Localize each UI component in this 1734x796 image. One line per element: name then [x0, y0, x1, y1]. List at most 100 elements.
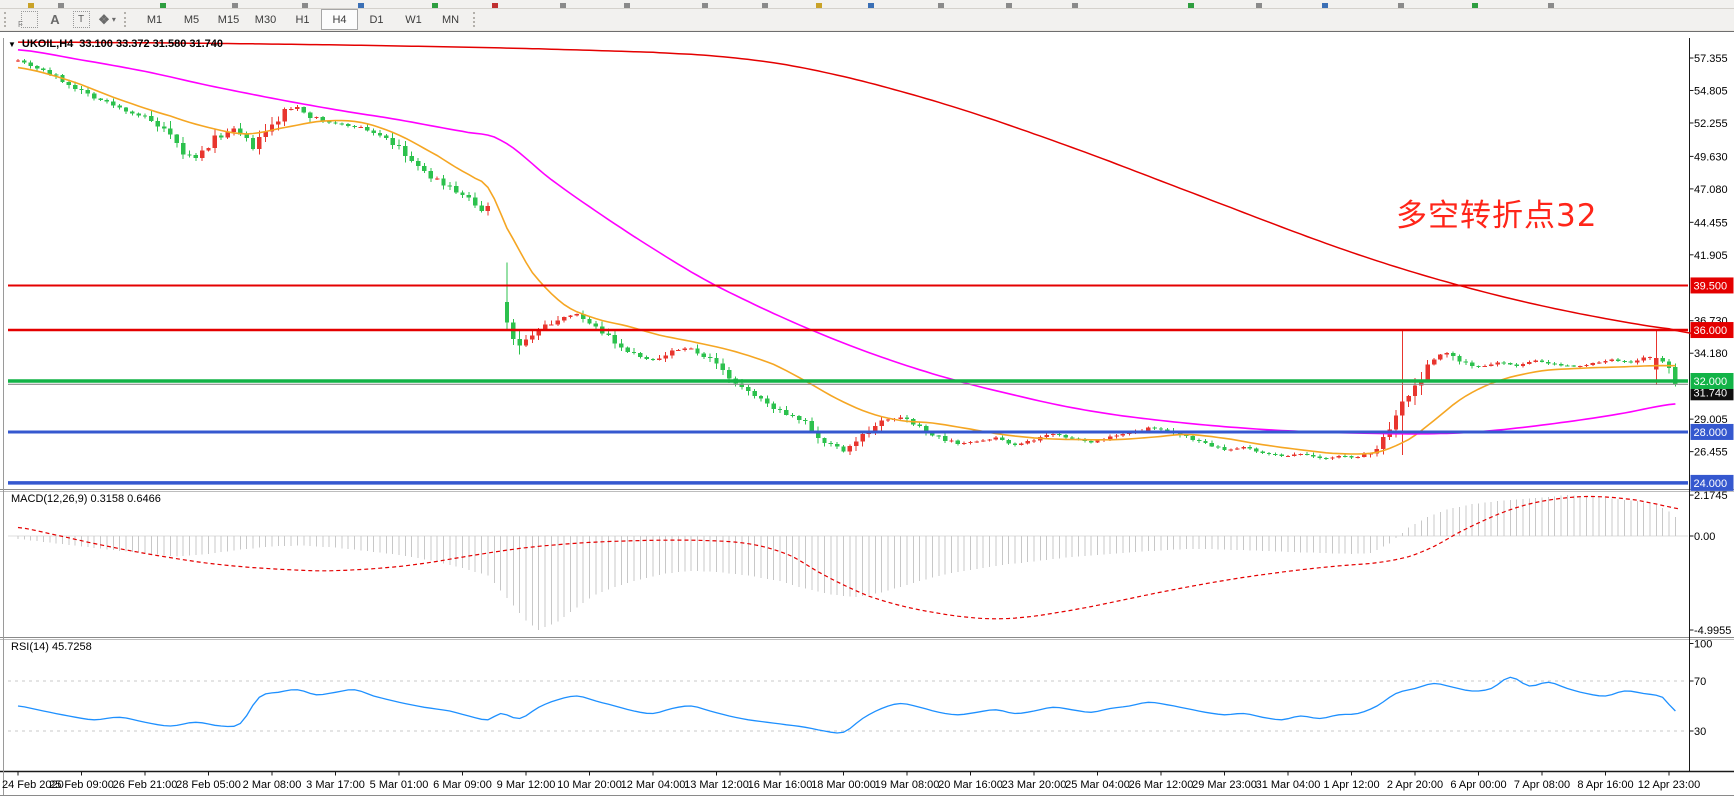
clipped-icon [58, 3, 64, 8]
svg-text:-4.9955: -4.9955 [1694, 625, 1731, 637]
price-badge-32.000: 32.000 [1690, 372, 1734, 389]
svg-text:12 Mar 04:00: 12 Mar 04:00 [621, 779, 686, 791]
macd-signal-line [17, 495, 1679, 620]
clipped-icon [492, 3, 498, 8]
toolbar: F A T ❖ ▾ M1 M5 M15 M30 H1 H4 D1 W1 MN [0, 9, 1734, 30]
annotation-text[interactable]: 多空转折点32 [1396, 198, 1598, 234]
svg-text:18 Mar 00:00: 18 Mar 00:00 [811, 779, 876, 791]
clipped-icon [358, 3, 364, 8]
svg-text:2 Mar 08:00: 2 Mar 08:00 [243, 779, 302, 791]
macd-histogram [17, 495, 1676, 630]
clipped-icon [1188, 3, 1194, 8]
svg-text:54.805: 54.805 [1694, 85, 1728, 97]
svg-text:23 Mar 20:00: 23 Mar 20:00 [1002, 779, 1067, 791]
medium-ma-line [17, 49, 1676, 435]
svg-text:2 Apr 20:00: 2 Apr 20:00 [1387, 779, 1443, 791]
crosshair-diamond-icon[interactable]: ❖ ▾ [98, 11, 116, 27]
slow-ma-line [17, 41, 1698, 335]
svg-text:47.080: 47.080 [1694, 184, 1728, 196]
svg-text:52.255: 52.255 [1694, 118, 1728, 130]
clipped-icon [302, 3, 308, 8]
price-badge-39.500: 39.500 [1690, 277, 1734, 294]
clipped-icon [816, 3, 822, 8]
clipped-icon [1006, 3, 1012, 8]
clipped-icon [1072, 3, 1078, 8]
timeframe-button-M1[interactable]: M1 [146, 13, 163, 26]
toolbar-grip-icon[interactable] [4, 12, 10, 27]
svg-text:6 Apr 00:00: 6 Apr 00:00 [1450, 779, 1506, 791]
svg-text:24.000: 24.000 [1694, 478, 1728, 490]
svg-text:39.500: 39.500 [1694, 280, 1728, 292]
timeframe-button-M30[interactable]: M30 [254, 13, 277, 26]
drawing-tools-group: F A T ❖ ▾ [16, 9, 120, 30]
clipped-icon [1322, 3, 1328, 8]
svg-text:7 Apr 08:00: 7 Apr 08:00 [1514, 779, 1570, 791]
macd-indicator-label: MACD(12,26,9) 0.3158 0.6466 [11, 493, 161, 505]
clipped-icon [868, 3, 874, 8]
timeframe-button-W1[interactable]: W1 [405, 13, 422, 26]
svg-text:3 Mar 17:00: 3 Mar 17:00 [306, 779, 365, 791]
toolbar-grip-icon[interactable] [124, 12, 130, 27]
svg-text:13 Mar 12:00: 13 Mar 12:00 [684, 779, 749, 791]
svg-text:32.000: 32.000 [1694, 376, 1728, 388]
svg-text:6 Mar 09:00: 6 Mar 09:00 [433, 779, 492, 791]
svg-text:31 Mar 04:00: 31 Mar 04:00 [1256, 779, 1321, 791]
letter-a-icon[interactable]: A [50, 12, 60, 27]
svg-text:12 Apr 23:00: 12 Apr 23:00 [1638, 779, 1700, 791]
clipped-icon [938, 3, 944, 8]
timeframe-button-M5[interactable]: M5 [183, 13, 200, 26]
clipped-icon [702, 3, 708, 8]
clipped-icon [560, 3, 566, 8]
timeframe-button-D1[interactable]: D1 [369, 13, 384, 26]
svg-text:19 Mar 08:00: 19 Mar 08:00 [875, 779, 940, 791]
svg-text:28.000: 28.000 [1694, 427, 1728, 439]
svg-text:26 Mar 12:00: 26 Mar 12:00 [1129, 779, 1194, 791]
timeframes-group: M1 M5 M15 M30 H1 H4 D1 W1 MN [136, 9, 469, 30]
svg-text:26 Feb 21:00: 26 Feb 21:00 [113, 779, 178, 791]
clipped-icon [232, 3, 238, 8]
chart-canvas[interactable]: 57.355 54.805 52.255 49.630 47.080 44.455 41.9… [0, 32, 1734, 796]
svg-text:49.630: 49.630 [1694, 151, 1728, 163]
svg-text:5 Mar 01:00: 5 Mar 01:00 [370, 779, 429, 791]
clipped-upper-toolbar [0, 0, 1734, 9]
svg-text:25 Mar 04:00: 25 Mar 04:00 [1065, 779, 1130, 791]
timeframe-button-MN[interactable]: MN [441, 13, 460, 26]
candlesticks [15, 58, 1678, 461]
timeframe-button-H4[interactable]: H4 [321, 9, 358, 30]
svg-text:0.00: 0.00 [1694, 531, 1715, 543]
clipped-icon [624, 3, 630, 8]
timeframe-button-M15[interactable]: M15 [217, 13, 240, 26]
chart-symbol-timeframe: UKOIL,H4 [21, 38, 74, 50]
svg-text:24 Feb 2020: 24 Feb 2020 [2, 779, 64, 791]
svg-text:29.005: 29.005 [1694, 414, 1728, 426]
svg-text:100: 100 [1694, 639, 1712, 651]
rsi-line [17, 676, 1676, 734]
svg-text:9 Mar 12:00: 9 Mar 12:00 [497, 779, 556, 791]
svg-text:25 Feb 09:00: 25 Feb 09:00 [49, 779, 114, 791]
clipped-icon [1472, 3, 1478, 8]
price-badge-36.000: 36.000 [1690, 322, 1734, 339]
svg-text:1 Apr 12:00: 1 Apr 12:00 [1323, 779, 1379, 791]
clipped-icon [28, 3, 34, 8]
svg-text:57.355: 57.355 [1694, 53, 1728, 65]
rsi-indicator-label: RSI(14) 45.7258 [11, 641, 92, 653]
chart-title-bar: ▼ UKOIL,H4 33.100 33.372 31.580 31.740 [8, 38, 223, 50]
svg-text:34.180: 34.180 [1694, 348, 1728, 360]
svg-text:10 Mar 20:00: 10 Mar 20:00 [557, 779, 622, 791]
timeframe-button-H1[interactable]: H1 [295, 13, 310, 26]
clipped-icon [1398, 3, 1404, 8]
price-badge-24.000: 24.000 [1690, 474, 1734, 491]
svg-text:31.740: 31.740 [1694, 387, 1728, 399]
clipped-icon [160, 3, 166, 8]
chart-window: 57.355 54.805 52.255 49.630 47.080 44.455 41.9… [0, 31, 1734, 796]
chart-ohlc-values: 33.100 33.372 31.580 31.740 [79, 38, 224, 50]
symbol-dropdown-icon[interactable]: ▼ [8, 39, 16, 49]
text-box-icon[interactable]: T [69, 10, 93, 29]
pointer-grid-icon[interactable]: F [17, 10, 41, 29]
svg-text:41.905: 41.905 [1694, 250, 1728, 262]
toolbar-grip-icon[interactable] [473, 12, 479, 27]
svg-text:28 Feb 05:00: 28 Feb 05:00 [176, 779, 241, 791]
svg-text:30: 30 [1694, 726, 1706, 738]
